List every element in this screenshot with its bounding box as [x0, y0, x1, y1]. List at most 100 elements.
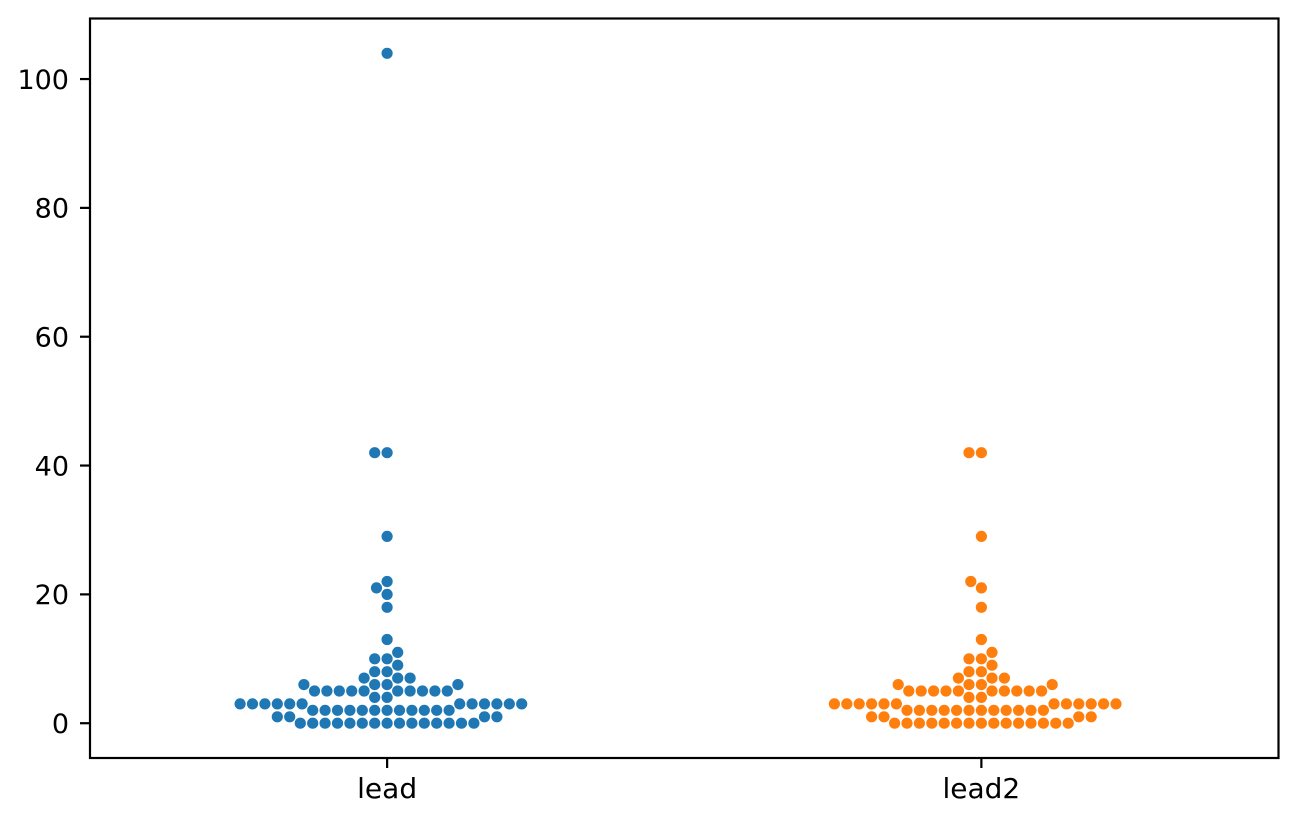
- y-tick-label: 20: [35, 580, 69, 611]
- data-point: [321, 685, 333, 697]
- data-point: [878, 711, 890, 723]
- data-point: [392, 659, 404, 671]
- data-point: [344, 704, 356, 716]
- data-point: [986, 685, 998, 697]
- data-point: [443, 717, 455, 729]
- data-point: [246, 698, 259, 710]
- y-tick-label: 100: [17, 65, 69, 96]
- data-point: [975, 666, 988, 678]
- lead2-swarm: [828, 447, 1122, 729]
- data-point: [369, 704, 381, 716]
- data-point: [1037, 704, 1049, 716]
- data-point: [308, 685, 321, 697]
- data-point: [443, 704, 455, 716]
- data-point: [975, 633, 988, 646]
- data-point: [998, 672, 1011, 684]
- data-point: [986, 659, 998, 671]
- data-point: [381, 691, 393, 704]
- data-point: [319, 704, 331, 716]
- data-point: [369, 653, 381, 665]
- data-point: [975, 530, 988, 543]
- data-point: [1110, 698, 1122, 710]
- data-point: [319, 717, 331, 729]
- data-point: [938, 717, 950, 729]
- data-point: [1048, 698, 1060, 710]
- data-point: [331, 717, 344, 729]
- data-point: [478, 711, 491, 723]
- data-point: [1046, 679, 1058, 691]
- data-point: [259, 698, 271, 710]
- data-point: [416, 685, 429, 697]
- data-point: [952, 672, 965, 684]
- data-point: [1060, 698, 1072, 710]
- data-point: [913, 704, 926, 716]
- data-point: [491, 698, 503, 710]
- data-point: [393, 704, 406, 716]
- data-point: [1085, 711, 1097, 723]
- data-point: [381, 601, 393, 613]
- data-point: [331, 704, 344, 716]
- data-point: [393, 717, 406, 729]
- data-point: [516, 698, 528, 710]
- data-point: [404, 685, 416, 697]
- data-point: [853, 698, 865, 710]
- data-point: [333, 685, 345, 697]
- data-point: [986, 672, 998, 684]
- data-point: [915, 685, 927, 697]
- data-point: [381, 633, 393, 646]
- data-point: [975, 717, 988, 729]
- data-point: [1062, 717, 1074, 729]
- data-point: [381, 575, 393, 588]
- data-point: [1023, 685, 1035, 697]
- data-point: [928, 685, 940, 697]
- data-point: [418, 704, 430, 716]
- data-point: [986, 646, 998, 659]
- data-point: [441, 685, 453, 697]
- data-point: [454, 698, 466, 710]
- data-point: [381, 717, 393, 729]
- data-point: [369, 691, 381, 704]
- data-point: [975, 447, 988, 459]
- data-point: [381, 666, 393, 678]
- data-point: [952, 685, 965, 697]
- data-point: [406, 704, 418, 716]
- data-point: [878, 698, 890, 710]
- data-point: [381, 704, 393, 716]
- data-point: [963, 691, 975, 704]
- data-point: [466, 698, 478, 710]
- data-point: [1036, 685, 1048, 697]
- data-point: [369, 679, 381, 691]
- data-point: [951, 717, 963, 729]
- data-point: [271, 698, 283, 710]
- data-point: [975, 601, 988, 613]
- data-point: [1073, 711, 1085, 723]
- data-point: [903, 685, 915, 697]
- data-point: [284, 711, 296, 723]
- data-point: [381, 679, 393, 691]
- data-point: [1013, 704, 1025, 716]
- data-point: [988, 717, 1000, 729]
- data-point: [1000, 704, 1012, 716]
- data-point: [344, 717, 356, 729]
- data-point: [418, 717, 430, 729]
- data-point: [392, 646, 404, 659]
- data-point: [431, 717, 443, 729]
- data-point: [381, 47, 393, 59]
- data-point: [938, 704, 950, 716]
- data-point: [296, 698, 308, 710]
- data-point: [901, 704, 913, 716]
- data-point: [406, 717, 418, 729]
- x-tick-label: lead2: [942, 772, 1020, 805]
- data-point: [889, 717, 901, 729]
- data-point: [1000, 717, 1012, 729]
- data-point: [381, 530, 393, 543]
- data-point: [369, 717, 381, 729]
- data-point: [828, 698, 841, 710]
- data-point: [358, 685, 370, 697]
- data-point: [307, 704, 319, 716]
- data-point: [940, 685, 952, 697]
- data-point: [381, 447, 393, 459]
- data-point: [963, 666, 975, 678]
- data-point: [294, 717, 306, 729]
